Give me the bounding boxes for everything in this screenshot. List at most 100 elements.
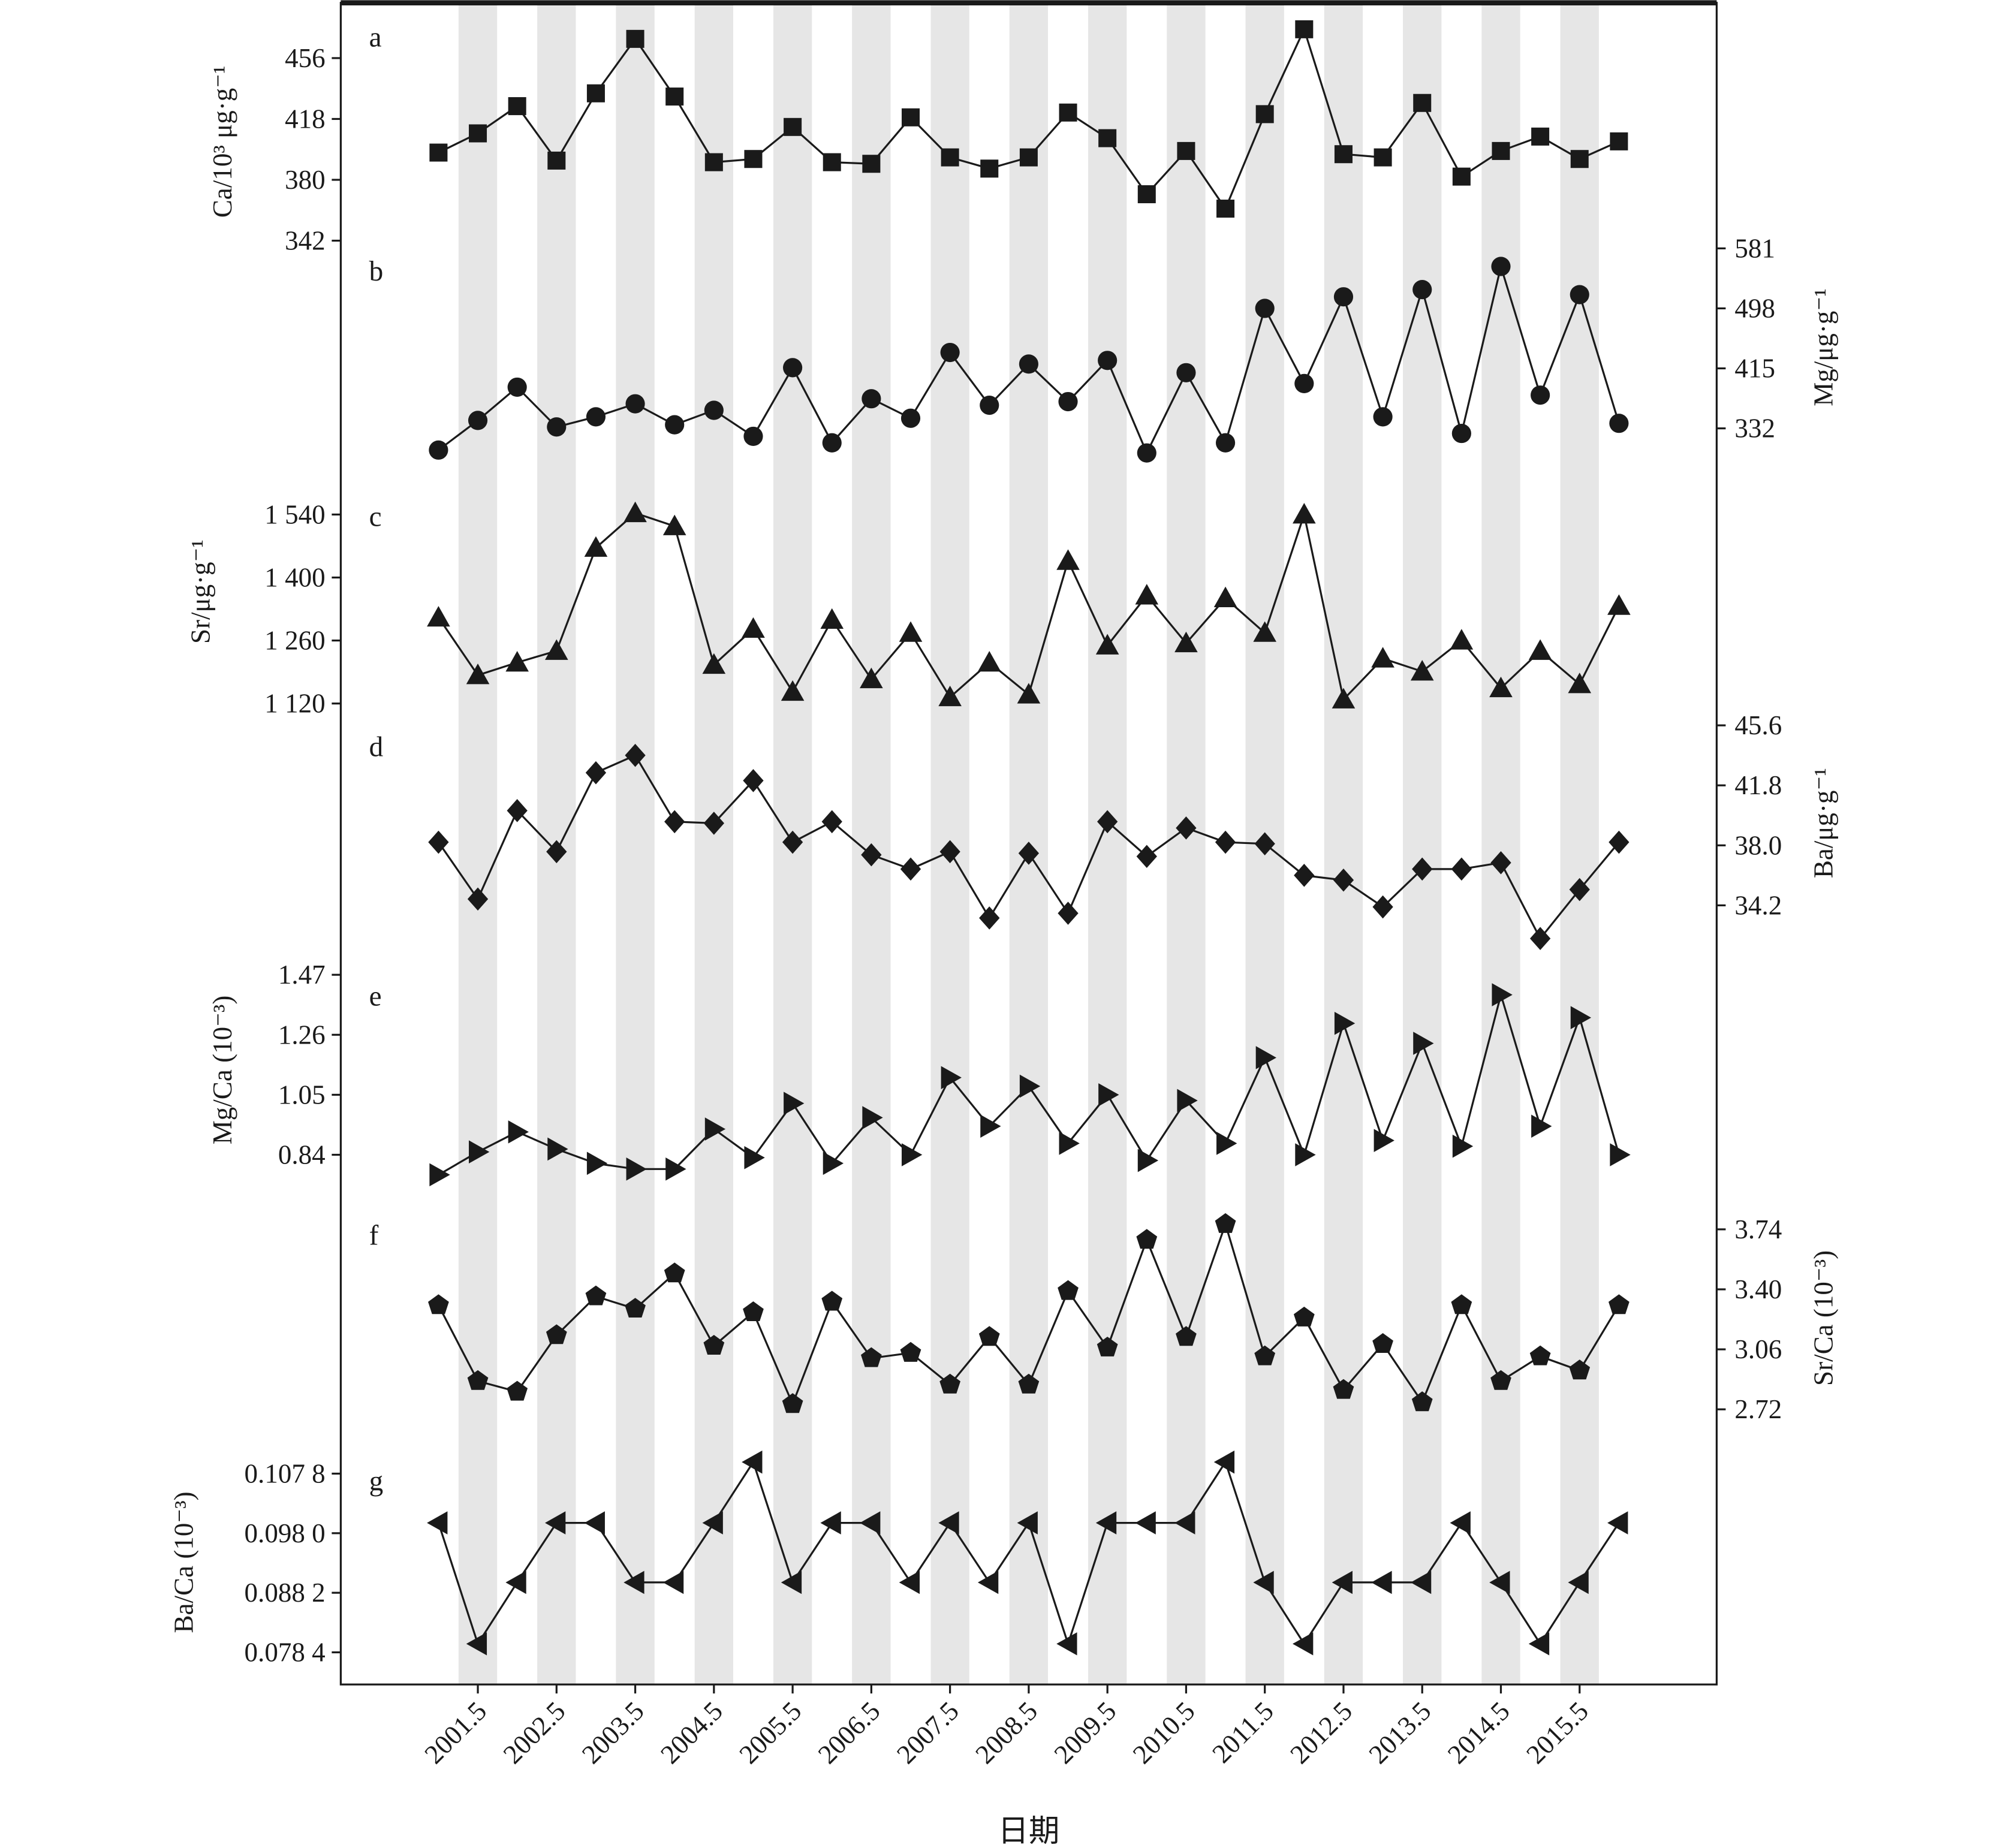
triangle-right-marker [704, 1117, 726, 1141]
pentagon-marker [900, 1341, 921, 1362]
pentagon-marker [1136, 1229, 1158, 1249]
diamond-marker [1569, 878, 1590, 902]
y-tick-label: 0.088 2 [245, 1578, 326, 1608]
pentagon-marker [625, 1298, 646, 1318]
pentagon-marker [1293, 1306, 1315, 1327]
diamond-marker [428, 830, 449, 854]
circle-marker [940, 342, 960, 363]
y-tick-label: 1.26 [278, 1020, 326, 1050]
y-tick-label: 342 [285, 226, 326, 256]
square-marker [862, 155, 881, 173]
y-tick-label: 0.098 0 [245, 1518, 326, 1548]
y-tick-label: 38.0 [1734, 830, 1782, 860]
triangle-up-marker [1489, 676, 1513, 698]
square-marker [1019, 148, 1038, 167]
circle-marker [1176, 363, 1196, 382]
shaded-band [1481, 5, 1520, 1685]
y-tick-label: 41.8 [1734, 770, 1782, 800]
x-tick-label: 2002.5 [498, 1696, 571, 1769]
x-tick-label: 2005.5 [733, 1696, 807, 1769]
panel-c: 1 540 1 400 1 260 1 120 Sr/μg·g⁻¹ c [186, 499, 1631, 719]
x-tick-label: 2012.5 [1284, 1696, 1358, 1769]
square-marker [1413, 94, 1432, 112]
triangle-right-marker [1177, 1089, 1198, 1113]
triangle-left-marker [1450, 1511, 1471, 1535]
pentagon-marker [1609, 1294, 1630, 1315]
shaded-band [616, 5, 655, 1685]
triangle-left-marker [466, 1632, 487, 1656]
triangle-up-marker [1450, 629, 1474, 650]
pentagon-marker [1490, 1370, 1511, 1390]
triangle-right-marker [1295, 1143, 1316, 1166]
triangle-right-marker [1452, 1134, 1474, 1158]
shaded-band [1560, 5, 1599, 1685]
circle-marker [1098, 351, 1118, 370]
triangle-left-marker [1528, 1632, 1550, 1656]
triangle-up-marker [1528, 639, 1552, 660]
pentagon-marker [507, 1380, 528, 1401]
triangle-up-marker [427, 605, 450, 627]
y-tick-label: 418 [285, 104, 326, 134]
triangle-right-marker [1098, 1083, 1119, 1107]
x-tick-label: 2006.5 [812, 1696, 886, 1769]
triangle-up-marker [1410, 660, 1434, 681]
y-tick-label: 415 [1734, 354, 1775, 384]
panel-a: 456 418 380 342 Ca/10³ μg·g⁻¹ a [207, 20, 1628, 256]
triangle-right-marker [1413, 1032, 1434, 1055]
y-tick-label: 456 [285, 43, 326, 73]
triangle-left-marker [1017, 1511, 1038, 1535]
triangle-left-marker [977, 1570, 999, 1594]
triangle-up-marker [1174, 631, 1198, 653]
triangle-up-marker [820, 608, 844, 629]
circle-marker [862, 389, 881, 409]
triangle-left-marker [544, 1511, 566, 1535]
diamond-marker [664, 810, 685, 834]
circle-marker [900, 408, 921, 428]
pentagon-marker [703, 1335, 725, 1355]
y-tick-label: 34.2 [1734, 890, 1782, 920]
triangle-up-marker [1213, 586, 1237, 608]
y-tick-label: 45.6 [1734, 710, 1782, 740]
square-marker [784, 117, 802, 136]
y-tick-label: 380 [285, 165, 326, 195]
y-tick-label: 1.05 [278, 1080, 326, 1110]
diamond-marker [507, 799, 528, 822]
circle-marker [704, 400, 724, 420]
x-tick-label: 2011.5 [1206, 1696, 1279, 1769]
y-tick-label: 0.84 [278, 1140, 326, 1170]
triangle-left-marker [899, 1570, 920, 1594]
panel-e: 1.47 1.26 1.05 0.84 Mg/Ca (10⁻³) e [207, 960, 1631, 1187]
triangle-right-marker [665, 1157, 686, 1181]
pentagon-marker [1254, 1345, 1276, 1365]
circle-marker [586, 407, 606, 427]
triangle-right-marker [823, 1151, 844, 1175]
square-marker [429, 143, 448, 162]
y-tick-label: 1 120 [264, 689, 325, 719]
triangle-right-marker [941, 1066, 962, 1090]
panel-f: 3.74 3.40 3.06 2.72 Sr/Ca (10⁻³) f [369, 1213, 1838, 1424]
circle-marker [1019, 354, 1038, 374]
circle-marker [507, 377, 527, 397]
y-tick-label: 3.40 [1734, 1274, 1782, 1304]
diamond-marker [821, 810, 842, 834]
triangle-up-marker [1332, 688, 1356, 709]
panel-letter: b [369, 256, 384, 287]
triangle-left-marker [742, 1450, 763, 1474]
pentagon-marker [860, 1347, 882, 1367]
triangle-left-marker [1135, 1511, 1156, 1535]
y-axis-title: Mg/μg·g⁻¹ [1808, 288, 1838, 406]
square-marker [1452, 167, 1471, 186]
panel-letter: f [369, 1220, 379, 1252]
triangle-left-marker [1293, 1632, 1314, 1656]
triangle-up-marker [624, 501, 647, 523]
pentagon-marker [467, 1370, 489, 1390]
circle-marker [1531, 385, 1550, 405]
square-marker [469, 124, 487, 143]
circle-marker [743, 426, 763, 447]
diamond-marker [1176, 816, 1197, 840]
circle-marker [429, 440, 448, 460]
triangle-right-marker [784, 1092, 805, 1116]
triangle-right-marker [1492, 983, 1513, 1006]
shaded-band [1167, 5, 1206, 1685]
triangle-left-marker [624, 1570, 644, 1594]
